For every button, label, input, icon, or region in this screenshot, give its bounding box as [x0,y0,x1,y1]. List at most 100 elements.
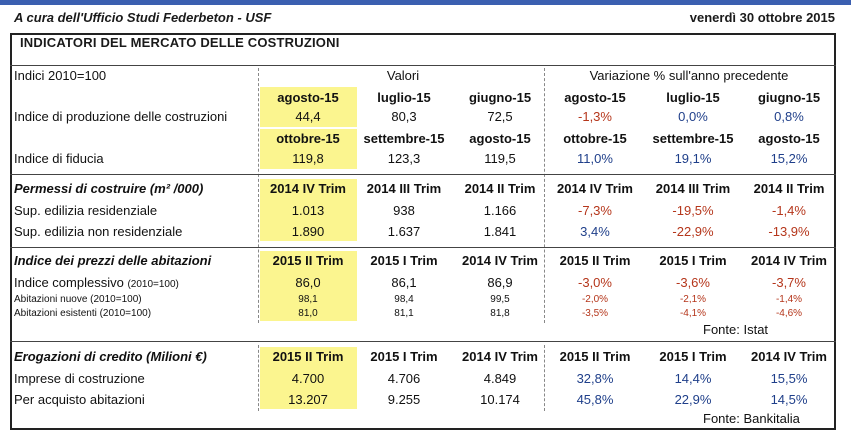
row-label: Imprese di costruzione [14,371,145,386]
cell-variation: 14,5% [770,392,808,407]
cell-variation: 14,4% [674,371,712,386]
col-header: 2015 I Trim [659,253,727,268]
cell-variation: 19,1% [674,151,712,166]
row-label: Indice di fiducia [14,151,104,166]
col-header: 2015 II Trim [559,253,631,268]
col-header: 2015 I Trim [370,349,438,364]
col-header: 2014 IV Trim [270,181,346,196]
top-accent-bar [0,0,851,5]
cell-value: 938 [393,203,415,218]
cell-value: 86,0 [295,275,321,290]
cell-value: 86,9 [487,275,513,290]
col-header: 2014 IV Trim [462,349,538,364]
cell-value: 119,8 [292,151,324,166]
col-header: 2015 II Trim [559,349,631,364]
cell-variation: -1,4% [775,294,803,305]
cell-value: 81,8 [490,308,510,319]
cell-variation: -3,0% [578,275,612,290]
header-source: A cura dell'Ufficio Studi Federbeton - U… [14,10,272,25]
col-header: 2014 IV Trim [557,181,633,196]
col-header: 2014 III Trim [366,181,442,196]
cell-variation: -7,3% [578,203,612,218]
source-bankitalia: Fonte: Bankitalia [703,411,800,426]
cell-variation: -22,9% [672,224,714,239]
col-header: giugno-15 [468,90,532,105]
col-header: luglio-15 [377,90,431,105]
cell-variation: 15,2% [770,151,808,166]
cell-variation: 3,4% [580,224,610,239]
column-separator [544,345,545,411]
cell-variation: 11,0% [577,151,613,166]
row-label: Abitazioni esistenti (2010=100) [14,308,152,319]
cell-variation: -2,1% [679,294,707,305]
col-header: 2015 II Trim [272,349,344,364]
col-header: 2014 IV Trim [462,253,538,268]
cell-value: 1.637 [387,224,421,239]
indici-base-label: Indici 2010=100 [14,68,107,83]
col-header: agosto-15 [277,90,339,105]
cell-variation: 32,8% [576,371,614,386]
cell-variation: -3,7% [772,275,806,290]
col-header: giugno-15 [757,90,821,105]
cell-variation: -4,1% [679,308,707,319]
col-header: 2014 IV Trim [751,349,827,364]
col-header: settembre-15 [363,131,445,146]
cell-variation: 45,8% [576,392,614,407]
cell-variation: -3,6% [676,275,710,290]
row-label: Indice complessivo (2010=100) [14,275,179,293]
col-header: 2014 II Trim [464,181,536,196]
cell-value: 44,4 [295,109,321,124]
cell-variation: -3,5% [581,308,609,319]
cell-value: 1.841 [483,224,517,239]
col-header: 2014 IV Trim [751,253,827,268]
highlight-prezzi [260,251,357,321]
col-header: agosto-15 [758,131,820,146]
cell-value: 1.166 [483,203,517,218]
cell-value: 80,3 [391,109,417,124]
source-istat: Fonte: Istat [703,322,769,337]
cell-value: 123,3 [387,151,421,166]
row-label-note: (2010=100) [127,279,179,290]
cell-value: 13.207 [288,392,328,407]
highlight-produzione [260,87,357,127]
cell-value: 98,1 [298,294,318,305]
cell-variation: -4,6% [775,308,803,319]
col-header: agosto-15 [564,90,626,105]
valori-label: Valori [386,68,420,83]
cell-variation: -2,0% [581,294,609,305]
highlight-fiducia [260,129,357,169]
col-header: settembre-15 [652,131,734,146]
section-divider [10,174,836,175]
row-label-text: Indice complessivo [14,275,124,290]
highlight-credito [260,347,357,409]
table-frame [10,33,836,430]
row-label: Indice di produzione delle costruzioni [14,109,228,124]
title-divider [10,65,836,66]
cell-value: 4.706 [387,371,421,386]
col-header: 2015 II Trim [272,253,344,268]
header-date: venerdì 30 ottobre 2015 [689,10,835,25]
column-separator [258,345,259,411]
cell-value: 81,1 [394,308,414,319]
row-label: Sup. edilizia non residenziale [14,224,183,239]
cell-value: 1.013 [291,203,325,218]
cell-variation: 22,9% [674,392,712,407]
cell-value: 10.174 [480,392,520,407]
section-divider [10,341,836,342]
col-header: 2015 I Trim [370,253,438,268]
col-header: agosto-15 [469,131,531,146]
section-heading-permessi: Permessi di costruire (m² /000) [14,181,204,196]
cell-variation: 0,0% [678,109,708,124]
cell-value: 119,5 [484,151,516,166]
cell-value: 99,5 [490,294,510,305]
column-separator [544,68,545,323]
cell-variation: -1,3% [578,109,612,124]
section-divider [10,247,836,248]
row-label: Abitazioni nuove (2010=100) [14,294,142,305]
page-title: INDICATORI DEL MERCATO DELLE COSTRUZIONI [20,35,340,50]
cell-variation: 15,5% [770,371,808,386]
section-heading-prezzi: Indice dei prezzi delle abitazioni [14,253,212,268]
col-header: 2014 II Trim [753,181,825,196]
row-label: Per acquisto abitazioni [14,392,145,407]
cell-value: 98,4 [394,294,414,305]
